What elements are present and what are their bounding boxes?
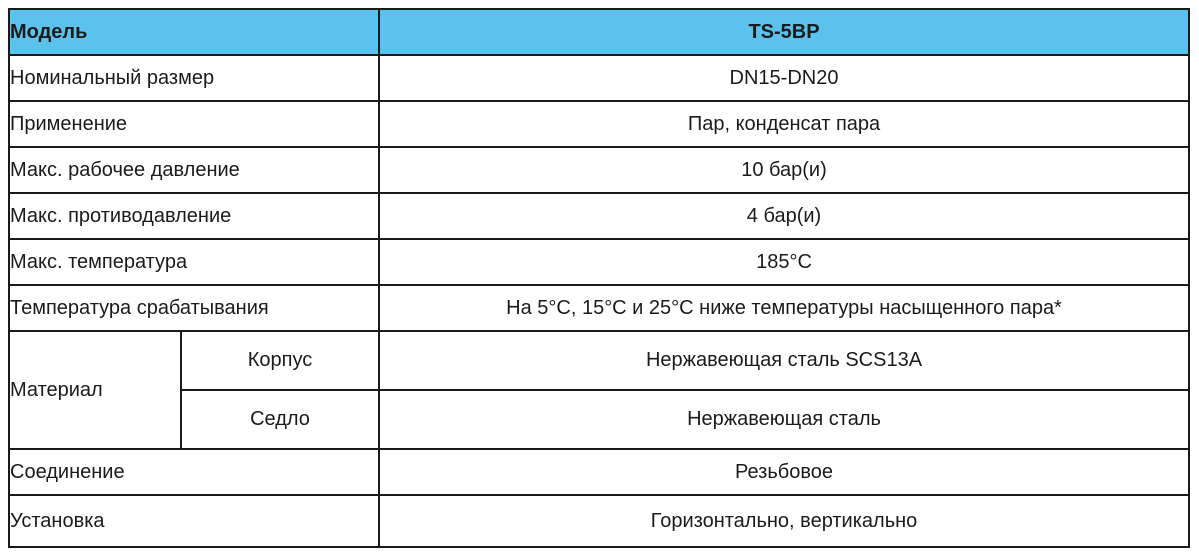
material-sub-value-cell: Нержавеющая сталь SCS13A [378,330,1190,391]
spec-label-cell: Макс. рабочее давление [8,146,380,194]
spec-label-cell: Номинальный размер [8,54,380,102]
spec-value-cell: Пар, конденсат пара [378,100,1190,148]
row-max-working-pressure: Макс. рабочее давление 10 бар(и) [8,146,1190,194]
header-model-value-cell: TS-5BP [378,8,1190,56]
spec-value-cell: Резьбовое [378,448,1190,496]
spec-label-cell: Установка [8,494,380,548]
spec-value-cell: 10 бар(и) [378,146,1190,194]
spec-label-cell: Соединение [8,448,380,496]
spec-value-cell: 185°C [378,238,1190,286]
spec-label-cell: Температура срабатывания [8,284,380,332]
material-sub-value-cell: Нержавеющая сталь [378,389,1190,450]
header-model-cell: Модель [8,8,380,56]
row-max-backpressure: Макс. противодавление 4 бар(и) [8,192,1190,240]
material-group-label-cell: Материал [8,330,182,450]
spec-label-cell: Макс. температура [8,238,380,286]
row-application: Применение Пар, конденсат пара [8,100,1190,148]
row-connection: Соединение Резьбовое [8,448,1190,496]
row-nominal-size: Номинальный размер DN15-DN20 [8,54,1190,102]
row-material-seat: Седло Нержавеющая сталь [9,389,1190,450]
spec-value-cell: На 5°C, 15°C и 25°C ниже температуры нас… [378,284,1190,332]
spec-label-cell: Макс. противодавление [8,192,380,240]
header-row: Модель TS-5BP [8,8,1190,56]
row-max-temperature: Макс. температура 185°C [8,238,1190,286]
row-installation: Установка Горизонтально, вертикально [8,494,1190,548]
spec-value-cell: Горизонтально, вертикально [378,494,1190,548]
row-material-body: Материал Корпус Нержавеющая сталь SCS13A [8,330,1190,450]
spec-label-cell: Применение [8,100,380,148]
spec-value-cell: DN15-DN20 [378,54,1190,102]
spec-table: Модель TS-5BP Номинальный размер DN15-DN… [8,8,1190,548]
material-sub-label-cell: Седло [180,389,380,450]
row-activation-temperature: Температура срабатывания На 5°C, 15°C и … [8,284,1190,332]
material-sub-label-cell: Корпус [180,330,380,391]
spec-value-cell: 4 бар(и) [378,192,1190,240]
